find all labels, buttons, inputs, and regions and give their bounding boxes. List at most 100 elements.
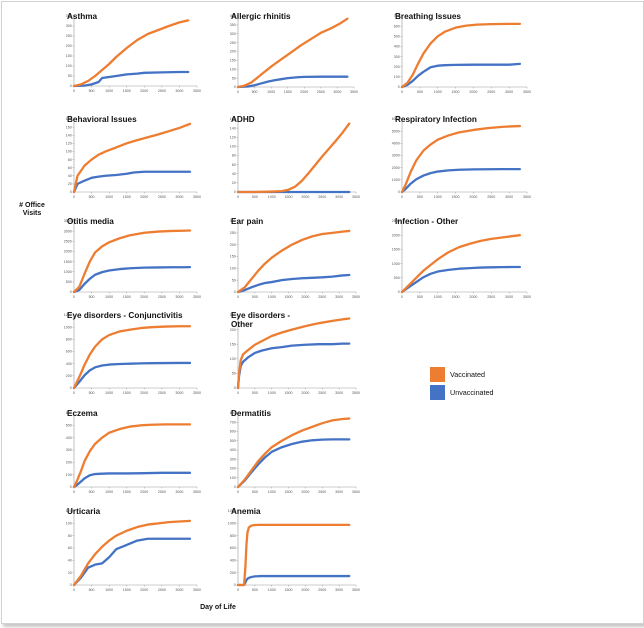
chart-allergic-rhinitis: 0 50 100 150 200 250 300 350 400 0 500 1000 1500 2000…: [230, 12, 358, 94]
y-tick-label: 0: [70, 290, 72, 294]
chart-breathing-issues: 0 100 200 300 400 500 600 700 0 500 1000 1500 2000 25…: [394, 12, 531, 94]
y-tick-label: 1200: [228, 509, 236, 513]
x-tick-label: 500: [252, 295, 258, 299]
chart-title-line: Behavioral Issues: [67, 115, 137, 124]
y-tick-label: 2500: [392, 219, 400, 223]
x-tick-label: 1500: [452, 90, 460, 94]
x-tick-label: 2500: [318, 490, 326, 494]
y-tick-label: 600: [230, 546, 236, 550]
x-tick-label: 3000: [335, 490, 343, 494]
x-tick-label: 0: [73, 391, 75, 395]
y-tick-label: 300: [394, 55, 400, 59]
x-tick-label: 3500: [193, 295, 201, 299]
x-tick-label: 1000: [268, 490, 276, 494]
y-tick-label: 700: [230, 420, 236, 424]
x-tick-label: 3000: [175, 89, 183, 93]
y-tick-label: 4000: [392, 142, 400, 146]
chart-adhd: 0 20 40 60 80 100 120 140 160 0 500 1000 1500 2000 250…: [230, 115, 360, 199]
y-tick-label: 300: [66, 448, 72, 452]
y-tick-label: 500: [394, 34, 400, 38]
chart-eczema: 0 100 200 300 400 500 600 0 500 1000 1500 2000 2500 3…: [66, 409, 201, 494]
chart-title: Infection - Other: [395, 217, 459, 226]
series-unvaccinated-line: [400, 167, 522, 194]
x-tick-label: 2500: [487, 195, 495, 199]
y-tick-label: 180: [66, 117, 72, 121]
y-tick-label: 250: [230, 231, 236, 235]
legend: Vaccinated Unvaccinated: [430, 367, 494, 403]
y-tick-label: 1000: [392, 262, 400, 266]
chart-anemia: 0 200 400 600 800 1000 1200 0 500 1000 1500 2000 250…: [228, 507, 360, 592]
x-tick-label: 3500: [193, 490, 201, 494]
x-tick-label: 2500: [487, 295, 495, 299]
x-tick-label: 500: [252, 90, 258, 94]
x-tick-label: 2000: [301, 588, 309, 592]
y-tick-label: 800: [230, 411, 236, 415]
x-tick-label: 3500: [352, 588, 360, 592]
x-tick-label: 2000: [301, 195, 309, 199]
series-vaccinated-line: [236, 229, 351, 294]
series-vaccinated-line: [236, 417, 351, 489]
x-tick-label: 3500: [352, 490, 360, 494]
y-tick-label: 400: [66, 436, 72, 440]
series-unvaccinated-line: [72, 537, 192, 587]
x-tick-label: 1500: [123, 195, 131, 199]
series-unvaccinated-line: [72, 471, 192, 489]
legend-label-vaccinated: Vaccinated: [450, 370, 486, 379]
x-tick-label: 3000: [335, 588, 343, 592]
y-tick-label: 200: [230, 243, 236, 247]
y-tick-label: 1500: [392, 248, 400, 252]
x-tick-label: 2500: [158, 89, 166, 93]
x-tick-label: 1000: [268, 588, 276, 592]
series-unvaccinated-line: [72, 266, 192, 294]
x-tick-label: 500: [252, 490, 258, 494]
x-tick-label: 500: [89, 490, 95, 494]
chart-title: Behavioral Issues: [67, 115, 137, 124]
x-tick-label: 1500: [123, 295, 131, 299]
y-tick-label: 140: [230, 126, 236, 130]
series-vaccinated-line: [72, 325, 192, 390]
y-tick-label: 600: [66, 411, 72, 415]
x-tick-label: 1000: [434, 295, 442, 299]
chart-title-line: Dermatitis: [231, 409, 271, 418]
series-unvaccinated-line: [72, 70, 190, 88]
x-tick-label: 0: [73, 89, 75, 93]
chart-urticaria: 0 20 40 60 80 100 120 0 500 1000 1500 2000 2500 3000 3…: [66, 507, 201, 592]
x-tick-label: 1500: [452, 295, 460, 299]
x-tick-label: 1500: [452, 195, 460, 199]
series-vaccinated-line: [400, 124, 522, 194]
series-vaccinated-line: [236, 122, 351, 194]
y-tick-label: 400: [66, 362, 72, 366]
y-tick-label: 2000: [392, 233, 400, 237]
x-tick-label: 2000: [140, 295, 148, 299]
y-tick-label: 400: [394, 45, 400, 49]
x-tick-label: 3000: [335, 195, 343, 199]
y-tick-label: 80: [68, 158, 72, 162]
x-tick-label: 2500: [158, 391, 166, 395]
x-tick-label: 2500: [487, 90, 495, 94]
x-tick-label: 2500: [318, 195, 326, 199]
y-tick-label: 0: [234, 485, 236, 489]
y-tick-label: 0: [70, 485, 72, 489]
series-vaccinated-line: [236, 17, 349, 89]
x-tick-label: 2000: [140, 391, 148, 395]
x-tick-label: 500: [252, 391, 258, 395]
x-tick-label: 1500: [285, 391, 293, 395]
x-tick-label: 1000: [105, 89, 113, 93]
x-tick-label: 1000: [434, 195, 442, 199]
y-tick-label: 400: [230, 559, 236, 563]
y-tick-label: 0: [398, 290, 400, 294]
legend-swatch-vaccinated: [430, 367, 445, 382]
chart-title-line: Allergic rhinitis: [231, 12, 291, 21]
x-tick-label: 3500: [193, 391, 201, 395]
y-tick-label: 150: [230, 342, 236, 346]
series-unvaccinated-line: [236, 75, 349, 89]
x-tick-label: 0: [237, 588, 239, 592]
x-tick-label: 3500: [352, 195, 360, 199]
y-tick-label: 0: [70, 190, 72, 194]
x-tick-label: 1000: [268, 391, 276, 395]
chart-dermatitis: 0 100 200 300 400 500 600 700 800 0 500 1000 1500 200…: [230, 409, 360, 494]
y-tick-label: 3000: [392, 154, 400, 158]
x-tick-label: 1000: [105, 490, 113, 494]
y-tick-label: 1500: [64, 260, 72, 264]
